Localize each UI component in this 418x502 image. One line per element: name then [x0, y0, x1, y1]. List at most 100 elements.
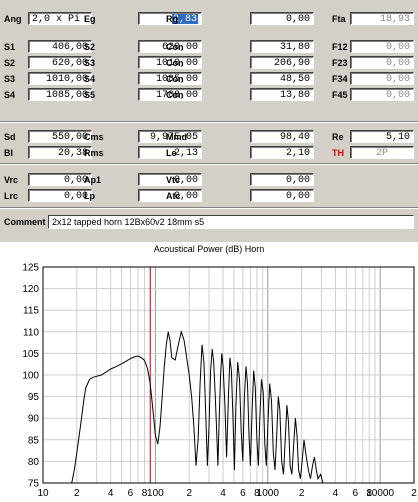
param-label-eg: Eg: [84, 14, 96, 24]
x-tick-label: 4: [220, 488, 226, 499]
param-label-s4: S4: [4, 90, 16, 100]
param-field-th: 2P: [350, 146, 414, 159]
param-label-th: TH: [332, 148, 344, 158]
param-label-s2: S2: [84, 42, 96, 52]
param-value: 2P: [375, 148, 388, 159]
param-field-lp[interactable]: 0,00: [138, 189, 202, 202]
param-value: 31,80: [279, 42, 310, 53]
comment-label: Comment: [4, 217, 46, 227]
param-label-mmd: Mmd: [166, 132, 187, 142]
param-field-sd[interactable]: 550,00: [28, 130, 92, 143]
param-value: 0,00: [63, 175, 88, 186]
param-label-f45: F45: [332, 90, 348, 100]
param-field-bl[interactable]: 20,38: [28, 146, 92, 159]
param-field-s2[interactable]: 620,00: [138, 40, 202, 53]
param-label-con: Con: [166, 58, 184, 68]
x-tick-label: 8: [142, 488, 148, 499]
param-label-fta: Fta: [332, 14, 346, 24]
separator: [0, 163, 418, 165]
param-value: 1085,00: [45, 90, 88, 101]
x-tick-label: 1000: [257, 488, 280, 499]
param-value: 0,00: [173, 175, 198, 186]
param-value: 2,83: [171, 14, 198, 25]
param-field-mmd[interactable]: 98,40: [250, 130, 314, 143]
param-field-con[interactable]: 48,50: [250, 72, 314, 85]
y-tick-label: 125: [22, 263, 39, 274]
comment-field[interactable]: 2x12 tapped horn 12Bx60v2 18mm s5: [48, 215, 414, 229]
param-value: 1085,00: [155, 74, 198, 85]
param-label-le: Le: [166, 148, 177, 158]
param-field-cms[interactable]: 9,97E-05: [138, 130, 202, 143]
param-value: 620,00: [161, 42, 198, 53]
param-field-s4[interactable]: 1085,00: [28, 88, 92, 101]
param-label-s2: S2: [4, 58, 16, 68]
x-tick-label: 2: [299, 488, 305, 499]
param-label-rg: Rg: [166, 14, 178, 24]
param-label-f34: F34: [332, 74, 348, 84]
param-label-ang: Ang: [4, 14, 22, 24]
param-value: 1010,00: [155, 58, 198, 69]
x-tick-label: 10000: [366, 488, 394, 499]
param-field-ap1[interactable]: 0,00: [138, 173, 202, 186]
param-value: 48,50: [279, 74, 310, 85]
y-tick-label: 120: [22, 284, 39, 295]
x-tick-label: 2: [186, 488, 192, 499]
param-field-le[interactable]: 2,10: [250, 146, 314, 159]
param-field-s3[interactable]: 1010,00: [28, 72, 92, 85]
param-value: 20,38: [57, 148, 88, 159]
x-tick-label: 4: [108, 488, 114, 499]
x-tick-label: 6: [128, 488, 134, 499]
param-label-vrc: Vrc: [4, 175, 19, 185]
param-field-eg[interactable]: 2,83: [138, 12, 202, 25]
param-field-s2[interactable]: 620,00: [28, 56, 92, 69]
param-field-lrc[interactable]: 0,00: [28, 189, 92, 202]
param-field-con[interactable]: 13,80: [250, 88, 314, 101]
param-label-con: Con: [166, 74, 184, 84]
param-label-lp: Lp: [84, 191, 95, 201]
x-tick-label: 8: [254, 488, 260, 499]
param-field-ang[interactable]: 2,0 x Pi: [28, 12, 92, 25]
param-field-con[interactable]: 206,90: [250, 56, 314, 69]
param-value: 9,97E-05: [149, 132, 198, 143]
param-field-s1[interactable]: 406,00: [28, 40, 92, 53]
param-value: 0,00: [285, 14, 310, 25]
param-label-rms: Rms: [84, 148, 104, 158]
param-value: 5,10: [385, 132, 410, 143]
y-tick-label: 80: [28, 457, 40, 468]
param-value: 18,93: [379, 14, 410, 25]
y-tick-label: 105: [22, 349, 39, 360]
param-value: 0,00: [385, 74, 410, 85]
param-value: 1010,00: [45, 74, 88, 85]
param-value: 206,90: [273, 58, 310, 69]
param-label-s4: S4: [84, 74, 96, 84]
param-label-f12: F12: [332, 42, 348, 52]
param-field-f23: 0,00: [350, 56, 414, 69]
param-label-s3: S3: [4, 74, 16, 84]
param-value: 0,00: [63, 191, 88, 202]
param-value: 0,00: [385, 90, 410, 101]
param-label-con: Con: [166, 90, 184, 100]
param-field-vrc[interactable]: 0,00: [28, 173, 92, 186]
param-field-fta: 18,93: [350, 12, 414, 25]
param-value: 620,00: [51, 58, 88, 69]
param-field-s4[interactable]: 1085,00: [138, 72, 202, 85]
chart-title: Acoustical Power (dB) Horn: [153, 244, 265, 254]
x-tick-label: 10: [37, 488, 49, 499]
plot-frame: [42, 266, 415, 484]
param-label-re: Re: [332, 132, 344, 142]
param-field-rg[interactable]: 0,00: [250, 12, 314, 25]
param-value: 2,13: [173, 148, 198, 159]
param-field-re[interactable]: 5,10: [350, 130, 414, 143]
param-field-con[interactable]: 31,80: [250, 40, 314, 53]
param-field-s5[interactable]: 1708,00: [138, 88, 202, 101]
y-tick-label: 90: [28, 414, 40, 425]
param-field-f45: 0,00: [350, 88, 414, 101]
param-field-vtc[interactable]: 0,00: [250, 173, 314, 186]
param-value: 2,10: [285, 148, 310, 159]
param-field-atc[interactable]: 0,00: [250, 189, 314, 202]
param-field-rms[interactable]: 2,13: [138, 146, 202, 159]
param-value: 550,00: [51, 132, 88, 143]
param-field-s3[interactable]: 1010,00: [138, 56, 202, 69]
param-label-cms: Cms: [84, 132, 104, 142]
separator: [0, 207, 418, 209]
